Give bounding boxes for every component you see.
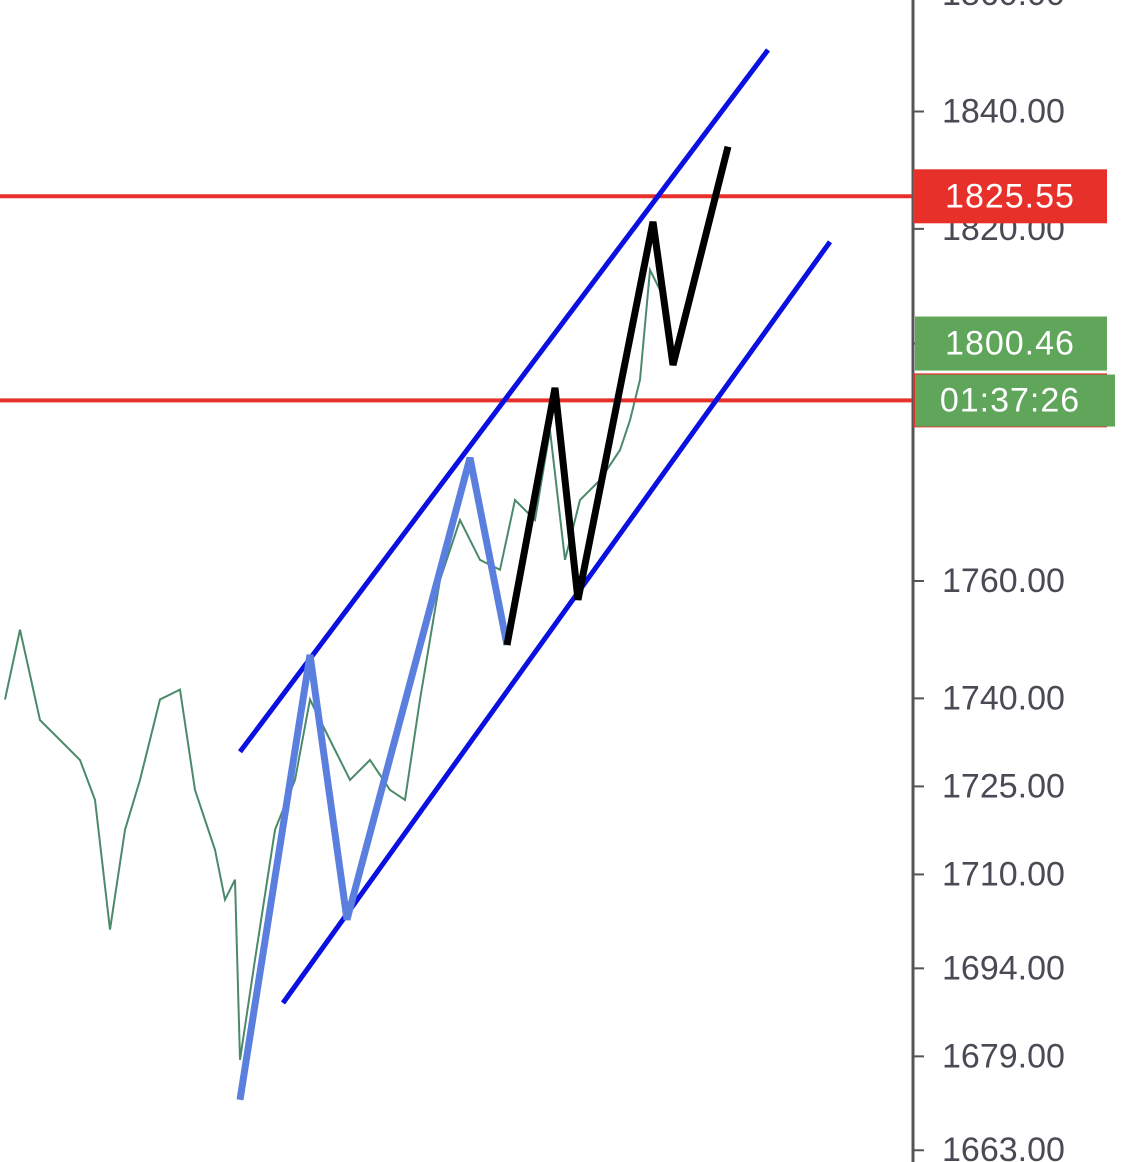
y-tick-label: 1725.00 [942, 767, 1065, 805]
y-tick-label: 1679.00 [942, 1037, 1065, 1075]
channel-line [238, 48, 770, 754]
last-price-tag-bg [915, 316, 1107, 371]
countdown-bg [915, 374, 1115, 427]
y-tick-label: 1760.00 [942, 562, 1065, 600]
y-tick-label: 1710.00 [942, 855, 1065, 893]
channel-line [280, 240, 833, 1005]
price-line [4, 266, 666, 1061]
level-tag: 1825.55 [945, 177, 1075, 215]
level-tag-bg [913, 169, 1107, 224]
last-price-tag: 1800.46 [945, 325, 1075, 363]
y-tick-label: 1663.00 [942, 1131, 1065, 1162]
y-tick-label: 1860.00 [942, 0, 1065, 13]
y-tick-label: 1840.00 [942, 92, 1065, 130]
y-tick-label: 1694.00 [942, 949, 1065, 987]
y-tick-label: 1740.00 [942, 679, 1065, 717]
zigzag-line [503, 145, 732, 646]
countdown: 01:37:26 [940, 382, 1080, 420]
zigzag-line [236, 456, 511, 1101]
